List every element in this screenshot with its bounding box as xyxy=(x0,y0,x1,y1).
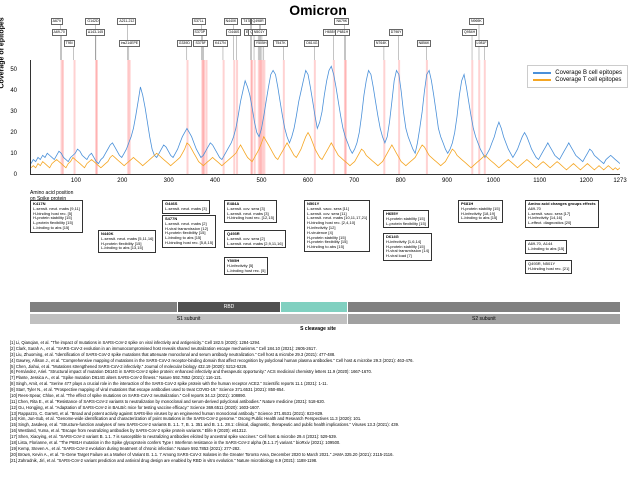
mutation-highlight-band xyxy=(283,60,285,174)
legend-label: Coverage B cell epitopes xyxy=(555,70,622,76)
mutation-highlight-band xyxy=(74,60,76,174)
mutation-highlight-band xyxy=(233,60,235,174)
mutation-highlight-band xyxy=(129,60,131,174)
x-tick-label: 300 xyxy=(164,178,174,184)
annotation-box: Amino acid changes groups effectsΔ69-70L… xyxy=(525,200,599,228)
mutation-label: N856K xyxy=(417,40,432,47)
subunit-segment: S2 subunit xyxy=(348,314,620,324)
mutation-label: N764K xyxy=(374,40,389,47)
mutation-highlight-band xyxy=(96,60,98,174)
mutation-highlight-band xyxy=(205,60,207,174)
mutation-label: G339D xyxy=(177,40,192,47)
mutation-label: S373P xyxy=(193,29,208,36)
mutation-label: Y505H xyxy=(254,40,269,47)
mutation-label: N679K xyxy=(334,18,349,25)
mutation-label: S375F xyxy=(193,40,207,47)
mutation-label: Δ143-145 xyxy=(86,29,105,36)
mutation-highlight-band xyxy=(345,60,347,174)
references: [1] Li, Qianqian, et al. "The impact of … xyxy=(10,340,626,463)
domain-bar: RBD xyxy=(30,302,620,312)
mutation-label: L981F xyxy=(475,40,489,47)
mutation-label: Q498R xyxy=(251,18,266,25)
mutation-highlight-band xyxy=(203,60,205,174)
mutation-label: ins214EPE xyxy=(119,40,140,47)
legend-swatch xyxy=(533,79,551,81)
x-tick-label: 1273 xyxy=(613,178,626,184)
annotation-box: E484AL-sensit. cov. sera [3]L-sensit. ne… xyxy=(224,200,277,223)
mutation-label: T95I xyxy=(64,40,75,47)
mutation-label: Q954H xyxy=(462,29,477,36)
x-tick-label: 1000 xyxy=(487,178,500,184)
y-tick-label: 10 xyxy=(7,151,17,157)
x-tick-label: 800 xyxy=(396,178,406,184)
mutation-label: A67V xyxy=(51,18,64,25)
mutation-label: Δ69-70 xyxy=(52,29,67,36)
annotation-box: Δ69-70, A144L-binding to abs [15] xyxy=(525,240,567,254)
chart-title: Omicron xyxy=(289,2,347,18)
legend-label: Coverage T cell epitopes xyxy=(555,77,621,83)
mutation-label: S371L xyxy=(192,18,206,25)
domain-segment xyxy=(30,302,177,312)
y-tick-label: 40 xyxy=(7,88,17,94)
domain-segment xyxy=(281,302,347,312)
legend-item: Coverage T cell epitopes xyxy=(533,77,622,83)
series-line xyxy=(31,133,620,170)
cleavage-site-label: S cleavage site xyxy=(300,326,336,332)
legend: Coverage B cell epitopesCoverage T cell … xyxy=(527,65,628,88)
x-tick-label: 500 xyxy=(256,178,266,184)
reference-item: [21] Zahradnik, Jiri, et al. "SARS-CoV-2… xyxy=(10,458,626,464)
annotation-box: N501YL-sensit. vacc. sera [11]L-sensit. … xyxy=(304,200,370,252)
annotation-box: Y505HH-infectivity [5]L-binding host rec… xyxy=(224,257,268,275)
legend-item: Coverage B cell epitopes xyxy=(533,70,622,76)
mutation-label: P681H xyxy=(335,29,350,36)
x-tick-label: 700 xyxy=(349,178,359,184)
annotation-box: G446SL-sensit. neut. mabs [3] xyxy=(162,200,210,214)
mutation-label: T547K xyxy=(273,40,287,47)
y-tick-label: 50 xyxy=(7,67,17,73)
annotation-box: Q493RL-sensit. cov. sera [2]L-sensit. ne… xyxy=(224,230,286,248)
annotation-box: Q493R, N501YH-binding host rec. [21] xyxy=(525,260,572,274)
mutation-label: K417N xyxy=(213,40,228,47)
x-tick-label: 1200 xyxy=(579,178,592,184)
mutation-label: D614G xyxy=(304,40,319,47)
annotation-box: P681HH-protein stability [15]H-infectivi… xyxy=(458,200,503,223)
mutation-highlight-band xyxy=(187,60,189,174)
annotation-box: H655YH-protein stability [15]L-protein f… xyxy=(383,210,429,228)
mutation-label: N440K xyxy=(224,18,239,25)
x-tick-label: 900 xyxy=(442,178,452,184)
mutation-label: N501Y xyxy=(252,29,267,36)
mutation-highlight-band xyxy=(251,60,253,174)
x-tick-label: 1100 xyxy=(533,178,546,184)
y-tick-label: 20 xyxy=(7,130,17,136)
annotation-box: N440KL-sensit. neut. mabs [5,11,16]H-pro… xyxy=(98,230,156,253)
x-tick-label: 100 xyxy=(71,178,81,184)
mutation-label: G142D xyxy=(85,18,100,25)
subunit-segment: S1 subunit xyxy=(30,314,347,324)
mutation-label: N969K xyxy=(469,18,484,25)
annotation-box: S477NL-sensit. neut. mabs [2]H-viral tra… xyxy=(162,215,216,248)
mutation-labels-top: A67V Δ69-70 T95I G142D Δ143-145 Δ211-212 ins21… xyxy=(30,18,620,58)
annotation-box: K417NL-sensit. neut. mabs [9,11]H-bindin… xyxy=(30,200,83,233)
y-tick-label: 0 xyxy=(7,172,17,178)
subunit-bar: S1 subunitS2 subunit xyxy=(30,314,620,324)
mutation-label: D796Y xyxy=(389,29,404,36)
domain-segment: RBD xyxy=(178,302,281,312)
annotation-box: D614GH-infectivity [1,6,14]H-protein sta… xyxy=(383,233,432,261)
mutation-highlight-band xyxy=(478,60,480,174)
legend-swatch xyxy=(533,72,551,74)
x-tick-label: 200 xyxy=(117,178,127,184)
domain-segment xyxy=(348,302,620,312)
x-tick-label: 400 xyxy=(210,178,220,184)
y-axis-label: Coverage of epitopes xyxy=(0,17,6,88)
mutation-label: G446S xyxy=(226,29,241,36)
y-tick-label: 30 xyxy=(7,109,17,115)
x-tick-label: 600 xyxy=(303,178,313,184)
annotation-region: K417NL-sensit. neut. mabs [9,11]H-bindin… xyxy=(30,200,620,300)
mutation-label: Δ211-212 xyxy=(117,18,136,25)
